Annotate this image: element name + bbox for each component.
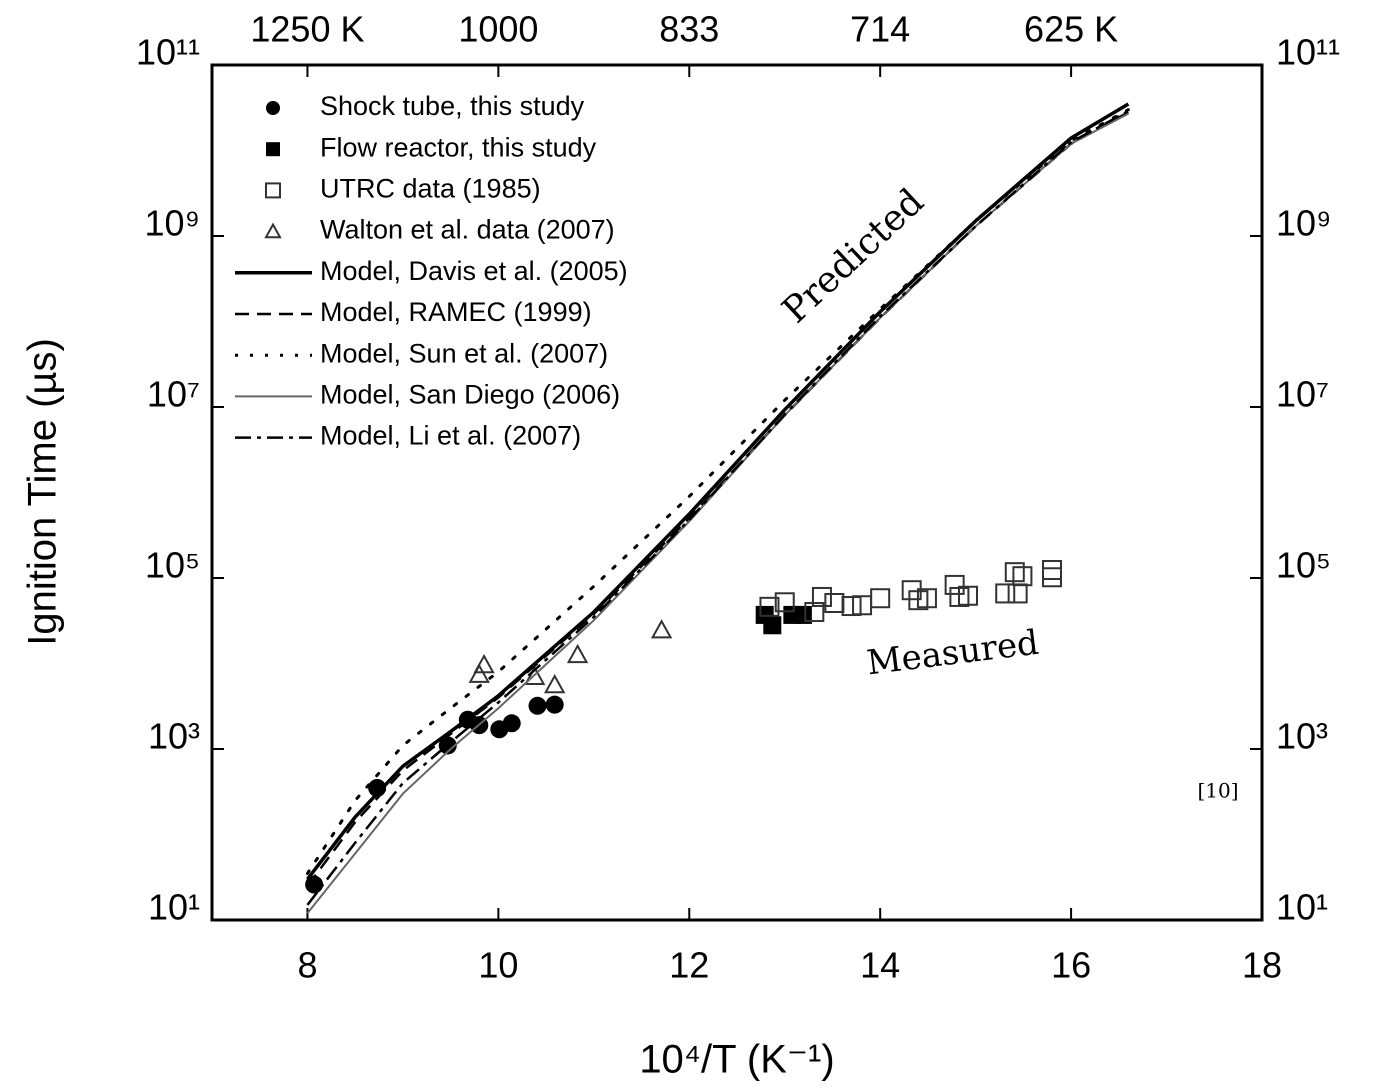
y-tick-label: 10⁷ [147, 374, 200, 415]
point [566, 643, 589, 664]
y-tick-label: 10⁵ [145, 545, 200, 586]
point [1042, 567, 1062, 588]
y-tick-label: 10¹¹ [136, 32, 200, 73]
legend-swatch [266, 101, 280, 115]
x-axis-label: 10⁴/T (K⁻¹) [639, 1038, 834, 1082]
x2-tick-label: 1000 [458, 9, 538, 50]
x2-tick-label: 714 [850, 9, 910, 50]
y-tick-label: 10³ [148, 716, 200, 757]
legend-label: Model, Sun et al. (2007) [320, 338, 608, 368]
legend-label: Model, RAMEC (1999) [320, 297, 592, 327]
y-tick-label: 10⁹ [145, 203, 200, 244]
point [502, 714, 521, 733]
y2-tick-label: 10⁵ [1276, 545, 1331, 586]
annotation: Measured [865, 623, 1041, 684]
point [995, 583, 1016, 604]
point [468, 663, 490, 683]
point [841, 596, 862, 617]
legend-swatch [265, 182, 281, 199]
point [650, 619, 673, 639]
point [774, 592, 795, 613]
point [763, 616, 782, 635]
point [870, 588, 891, 609]
y2-tick-label: 10³ [1276, 716, 1328, 757]
y2-tick-label: 10⁷ [1276, 374, 1329, 415]
point [824, 593, 845, 614]
plot-frame [210, 63, 1264, 922]
x-tick-label: 10 [478, 945, 518, 986]
x2-tick-label: 625 K [1024, 9, 1118, 50]
x2-tick-label: 833 [659, 9, 719, 50]
x-tick-label: 16 [1051, 945, 1091, 986]
point [852, 595, 873, 616]
model-line [306, 102, 1130, 881]
x-tick-label: 8 [297, 945, 317, 986]
legend-label: Model, Davis et al. (2005) [320, 256, 628, 286]
annotation: Predicted [775, 181, 932, 331]
legend-swatch [266, 142, 280, 157]
annotation: [10] [1197, 779, 1238, 803]
legend-label: Shock tube, this study [320, 91, 585, 121]
point [793, 605, 812, 624]
point [545, 695, 564, 714]
y2-tick-label: 10⁹ [1276, 203, 1331, 244]
y-axis-label: Ignition Time (µs) [21, 338, 65, 646]
point [944, 574, 965, 595]
x-tick-label: 12 [669, 945, 709, 986]
model-line [306, 111, 1129, 887]
legend-label: UTRC data (1985) [320, 174, 541, 204]
point [1012, 566, 1033, 587]
point [804, 602, 825, 623]
point [305, 875, 324, 894]
point [916, 588, 937, 609]
x2-tick-label: 1250 K [250, 9, 364, 50]
legend-label: Model, Li et al. (2007) [320, 421, 581, 451]
point [811, 586, 832, 607]
x-tick-label: 14 [860, 945, 900, 986]
point [528, 696, 547, 715]
point [1042, 560, 1062, 581]
point [759, 596, 780, 617]
legend-label: Walton et al. data (2007) [320, 215, 615, 245]
x-tick-label: 18 [1242, 945, 1282, 986]
point [1004, 562, 1025, 583]
point [1007, 583, 1028, 604]
y2-tick-label: 10¹¹ [1276, 32, 1340, 73]
point [543, 673, 566, 694]
model-line [306, 109, 1129, 906]
point [473, 653, 495, 674]
legend-label: Flow reactor, this study [320, 132, 597, 162]
point [958, 585, 978, 606]
point [523, 665, 546, 685]
y-tick-label: 10¹ [148, 887, 200, 928]
y2-tick-label: 10¹ [1276, 887, 1328, 928]
legend-swatch [264, 222, 282, 239]
legend-label: Model, San Diego (2006) [320, 380, 620, 410]
